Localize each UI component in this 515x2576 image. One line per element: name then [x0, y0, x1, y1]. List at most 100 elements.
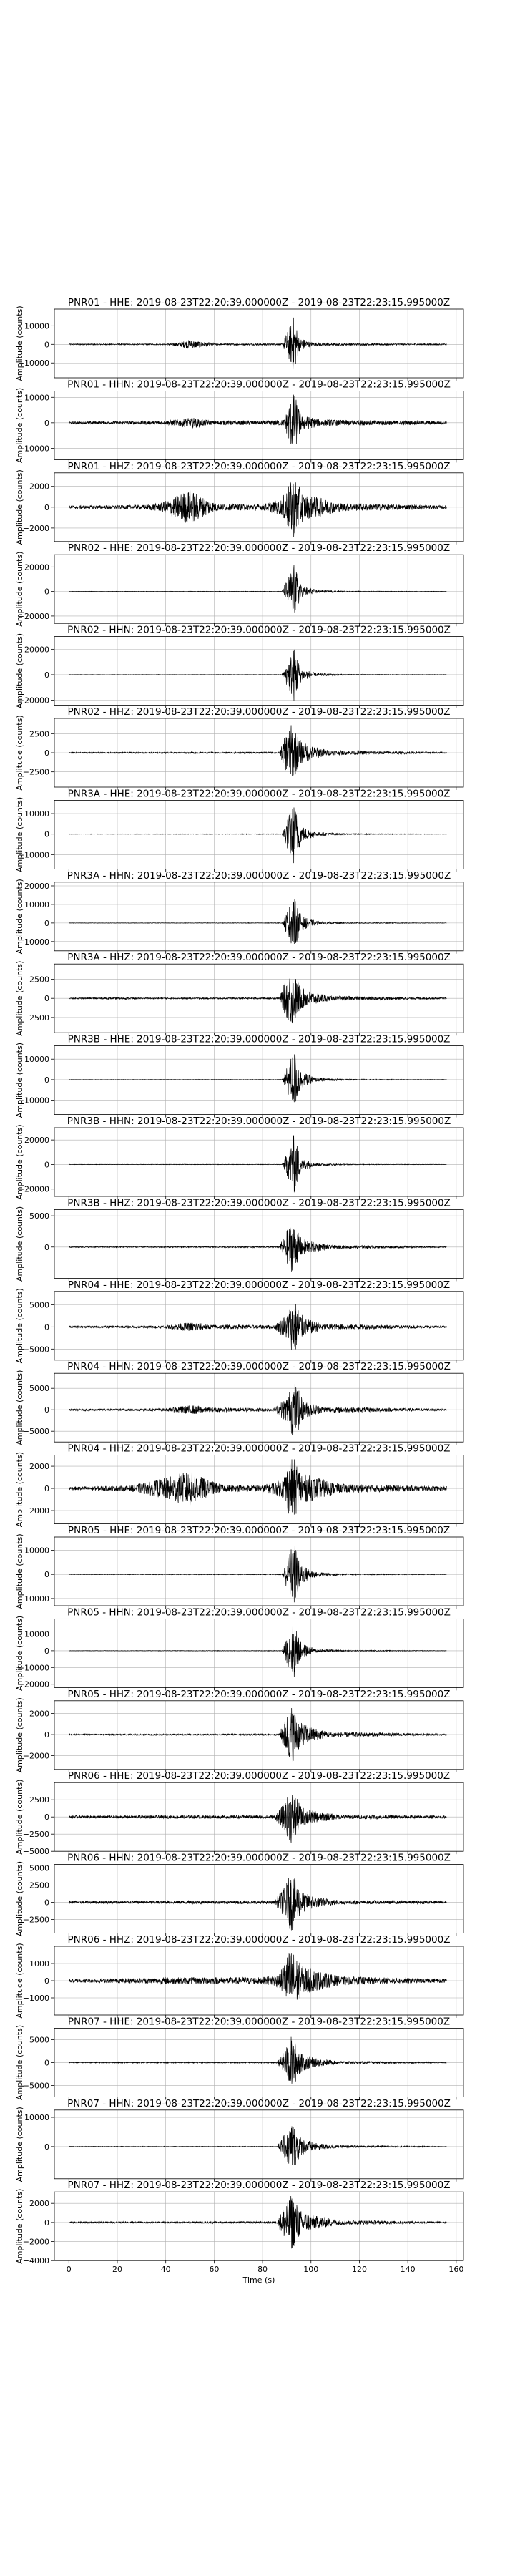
trace-panel: −20000 0 20000 PNR02 - HHN: 2019-08-23T22:2… [15, 625, 464, 708]
trace-panel: −5000 0 5000 PNR07 - HHE: 2019-08-23T22:20:… [15, 2016, 464, 2100]
y-tick-label: 5000 [29, 1211, 49, 1221]
y-axis-label: Amplitude (counts) [15, 1206, 24, 1282]
y-tick-label: −10000 [18, 850, 49, 859]
waveform-line [69, 1795, 447, 1843]
waveform-line [69, 1054, 447, 1103]
y-tick-label: 0 [44, 340, 49, 349]
y-axis-label: Amplitude (counts) [15, 1043, 24, 1118]
waveform-line [69, 394, 447, 444]
y-tick-label: 0 [44, 670, 49, 680]
y-tick-label: 0 [44, 503, 49, 512]
axes-frame [54, 1291, 464, 1361]
waveform-line [69, 899, 447, 945]
trace-panel: −5000 0 5000 PNR04 - HHN: 2019-08-23T22:20:… [15, 1361, 464, 1445]
panel-title: PNR3A - HHE: 2019-08-23T22:20:39.000000Z… [68, 788, 451, 799]
panel-title: PNR07 - HHZ: 2019-08-23T22:20:39.000000Z… [68, 2180, 451, 2191]
axes-frame [54, 1209, 464, 1279]
panel-title: PNR3A - HHZ: 2019-08-23T22:20:39.000000Z… [67, 952, 451, 963]
panel-title: PNR01 - HHE: 2019-08-23T22:20:39.000000Z… [68, 297, 450, 308]
y-tick-label: −10000 [18, 937, 49, 947]
y-tick-label: 0 [44, 1075, 49, 1085]
trace-panel: −2500 0 2500 PNR3A - HHZ: 2019-08-23T22:20:… [15, 952, 464, 1036]
waveform-line [68, 2195, 447, 2249]
y-tick-label: 10000 [24, 1629, 49, 1639]
y-tick-label: −20000 [18, 696, 49, 705]
y-axis-label: Amplitude (counts) [15, 633, 24, 708]
trace-panel: −2500 0 2500 PNR02 - HHZ: 2019-08-23T22:20:… [15, 706, 464, 791]
y-tick-label: 2500 [29, 975, 49, 985]
y-axis-label: Amplitude (counts) [15, 797, 24, 872]
panel-title: PNR01 - HHN: 2019-08-23T22:20:39.000000Z… [67, 379, 451, 390]
panel-title: PNR04 - HHN: 2019-08-23T22:20:39.000000Z… [67, 1361, 451, 1372]
y-tick-label: −2000 [23, 2238, 49, 2247]
y-tick-label: 10000 [24, 2113, 49, 2122]
axes-frame [54, 391, 464, 460]
waveform-line [69, 807, 447, 864]
y-tick-label: −5000 [23, 1847, 49, 1856]
panel-title: PNR04 - HHE: 2019-08-23T22:20:39.000000Z… [68, 1279, 450, 1291]
waveform-line [69, 1227, 447, 1272]
y-axis-label: Amplitude (counts) [15, 2189, 24, 2264]
panel-title: PNR01 - HHZ: 2019-08-23T22:20:39.000000Z… [68, 461, 451, 472]
y-tick-label: 2000 [29, 2199, 49, 2208]
panel-title: PNR3B - HHZ: 2019-08-23T22:20:39.000000Z… [67, 1197, 451, 1209]
panel-title: PNR04 - HHZ: 2019-08-23T22:20:39.000000Z… [68, 1443, 451, 1455]
y-tick-label: 10000 [24, 1546, 49, 1556]
y-tick-label: −4000 [23, 2256, 49, 2265]
axes-frame [54, 1455, 464, 1524]
y-tick-label: 0 [44, 1730, 49, 1740]
y-tick-label: 0 [44, 587, 49, 597]
panel-title: PNR05 - HHN: 2019-08-23T22:20:39.000000Z… [67, 1606, 451, 1618]
trace-panel: −10000 0 10000 PNR01 - HHN: 2019-08-23T22:2… [15, 379, 464, 463]
trace-panel: −5000 0 5000 PNR04 - HHE: 2019-08-23T22:20:… [15, 1279, 464, 1363]
y-tick-label: 0 [44, 1322, 49, 1332]
panel-title: PNR06 - HHN: 2019-08-23T22:20:39.000000Z… [67, 1853, 451, 1864]
axes-frame [54, 1045, 464, 1115]
axes-frame [54, 1372, 464, 1443]
y-tick-label: 0 [44, 419, 49, 428]
y-tick-label: −2000 [23, 524, 49, 533]
y-axis-label: Amplitude (counts) [15, 1697, 24, 1772]
y-tick-label: −20000 [18, 612, 49, 621]
y-axis-label: Amplitude (counts) [15, 388, 24, 463]
x-tick-label: 80 [258, 2265, 268, 2274]
waveform-line [68, 1878, 447, 1931]
waveform-line [68, 1459, 447, 1515]
y-axis-label: Amplitude (counts) [15, 715, 24, 790]
waveform-line [69, 649, 447, 701]
y-tick-label: 0 [44, 1570, 49, 1579]
y-axis-label: Amplitude (counts) [15, 961, 24, 1036]
trace-panel: −1000 0 1000 PNR06 - HHZ: 2019-08-23T22:20:… [15, 1934, 464, 2019]
y-axis-label: Amplitude (counts) [15, 1861, 24, 1936]
axes-frame [54, 882, 464, 952]
y-tick-label: −10000 [18, 1663, 49, 1672]
y-axis-label: Amplitude (counts) [15, 1452, 24, 1527]
trace-panel: −10000 0 10000 PNR3B - HHE: 2019-08-23T22:2… [15, 1034, 464, 1118]
y-axis-label: Amplitude (counts) [15, 1780, 24, 1855]
trace-panel: −5000 −2500 0 2500 PNR06 - HHE: 2019-08-23T2… [15, 1770, 464, 1856]
panel-title: PNR05 - HHZ: 2019-08-23T22:20:39.000000Z… [68, 1689, 451, 1700]
y-tick-label: 2000 [29, 1709, 49, 1719]
y-tick-label: 0 [44, 1160, 49, 1169]
panel-title: PNR3A - HHN: 2019-08-23T22:20:39.000000Z… [67, 870, 451, 882]
y-tick-label: 0 [44, 1646, 49, 1656]
panel-title: PNR06 - HHZ: 2019-08-23T22:20:39.000000Z… [68, 1934, 451, 1946]
y-tick-label: 0 [44, 1243, 49, 1252]
axes-frame [54, 1700, 464, 1770]
y-tick-label: −20000 [18, 1185, 49, 1194]
waveform-line [68, 1707, 447, 1762]
y-tick-label: 0 [44, 1976, 49, 1986]
panel-title: PNR3B - HHE: 2019-08-23T22:20:39.000000Z… [68, 1034, 451, 1045]
x-axis-label: Time (s) [242, 2275, 275, 2285]
trace-panel: 0 5000 PNR3B - HHZ: 2019-08-23T22:20:39.00… [15, 1197, 464, 1282]
y-tick-label: 0 [44, 2058, 49, 2067]
y-tick-label: −2500 [23, 768, 49, 777]
trace-panel: −2000 0 2000 PNR01 - HHZ: 2019-08-23T22:20:… [15, 461, 464, 545]
axes-frame [54, 1864, 464, 1934]
y-axis-label: Amplitude (counts) [15, 306, 24, 381]
y-tick-label: 0 [44, 2218, 49, 2228]
y-tick-label: 5000 [29, 1384, 49, 1393]
y-tick-label: 10000 [24, 1055, 49, 1064]
y-tick-label: −10000 [18, 358, 49, 368]
